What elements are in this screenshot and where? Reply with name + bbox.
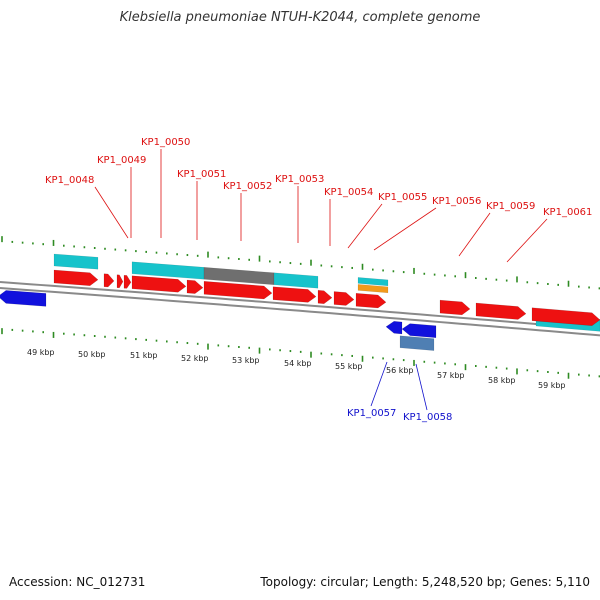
forward-gene-arrow (317, 289, 333, 304)
forward-gene-label: KP1_0061 (543, 207, 592, 218)
forward-gene-arrow (475, 302, 527, 320)
forward-gene-label: KP1_0050 (141, 137, 190, 148)
inner-tick-ring (1, 328, 600, 379)
backbone-outer-line (0, 281, 600, 331)
forward-gene-label: KP1_0051 (177, 169, 226, 180)
forward-gene-arrow (439, 299, 471, 316)
topology-summary: Topology: circular; Length: 5,248,520 bp… (260, 575, 590, 589)
reverse-leader-line (415, 363, 428, 411)
forward-leader-line (506, 218, 548, 263)
forward-gene-arrow (186, 279, 204, 294)
genome-title: Klebsiella pneumoniae NTUH-K2044, comple… (119, 10, 481, 25)
reverse-gene-arrow (401, 323, 437, 338)
forward-gene-label: KP1_0049 (97, 155, 146, 166)
forward-gene-arrow (272, 286, 317, 303)
forward-gene-arrow (123, 274, 132, 289)
forward-gene-arrow (53, 269, 99, 286)
forward-gene-label: KP1_0056 (432, 196, 481, 207)
reverse-gene-label: KP1_0058 (403, 412, 452, 423)
forward-gene-arrow (355, 293, 387, 309)
forward-leader-line (94, 186, 129, 239)
kbp-scale-label: 49 kbp (27, 348, 55, 357)
feature-box-orange (357, 284, 389, 294)
kbp-scale-label: 59 kbp (538, 381, 566, 390)
feature-box-cyan-small (357, 277, 389, 287)
feature-box-cyan (53, 253, 99, 270)
forward-gene-arrow (103, 273, 115, 288)
feature-track (0, 253, 600, 351)
outer-tick-ring (1, 236, 600, 290)
reverse-gene-arrow (385, 321, 403, 335)
forward-gene-arrow (333, 291, 355, 306)
forward-gene-label: KP1_0052 (223, 181, 272, 192)
genome-backbone (0, 281, 600, 337)
forward-gene-label: KP1_0053 (275, 174, 324, 185)
kbp-scale-label: 51 kbp (130, 351, 158, 360)
kbp-scale-label: 58 kbp (488, 376, 516, 385)
forward-leader-line (347, 203, 383, 249)
feature-box-cyan (273, 272, 319, 289)
kbp-scale-label: 53 kbp (232, 356, 260, 365)
forward-gene-label: KP1_0059 (486, 201, 535, 212)
forward-leader-line (373, 207, 437, 251)
kbp-scale-label: 57 kbp (437, 371, 465, 380)
kbp-scale-label: 56 kbp (386, 366, 414, 375)
accession-label: Accession: NC_012731 (9, 575, 146, 589)
backbone-inner-line (0, 287, 600, 337)
reverse-gene-arrow (0, 290, 47, 307)
forward-gene-label: KP1_0048 (45, 175, 94, 186)
kbp-scale-label: 52 kbp (181, 354, 209, 363)
forward-gene-arrow (131, 275, 187, 293)
forward-gene-label: KP1_0054 (324, 187, 373, 198)
label-leader-lines (94, 149, 548, 411)
kbp-scale-label: 54 kbp (284, 359, 312, 368)
reverse-gene-label: KP1_0057 (347, 408, 396, 419)
reverse-leader-line (370, 361, 388, 407)
kbp-scale-label: 50 kbp (78, 350, 106, 359)
kbp-scale-labels: 49 kbp 50 kbp 51 kbp 52 kbp 53 kbp 54 kbp 55 k… (27, 348, 566, 390)
forward-leader-line (458, 212, 491, 257)
forward-gene-arrow (116, 274, 124, 289)
forward-gene-label: KP1_0055 (378, 192, 427, 203)
forward-gene-arrow (531, 307, 600, 326)
kbp-scale-label: 55 kbp (335, 362, 363, 371)
forward-gene-arrow (203, 281, 273, 300)
feature-box-steelblue (399, 335, 435, 351)
